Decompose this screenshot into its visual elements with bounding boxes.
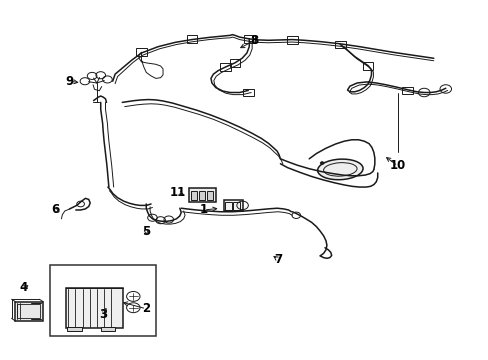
Bar xyxy=(50,265,156,336)
Text: 10: 10 xyxy=(389,159,405,172)
Bar xyxy=(189,188,216,202)
Bar xyxy=(232,202,239,210)
Bar xyxy=(401,86,412,94)
Bar xyxy=(136,48,146,56)
Text: 7: 7 xyxy=(273,253,282,266)
Bar xyxy=(207,190,212,201)
Bar xyxy=(101,327,115,331)
Bar xyxy=(243,89,253,96)
Bar xyxy=(244,35,254,43)
Text: 9: 9 xyxy=(65,75,74,88)
Bar xyxy=(229,59,240,67)
Bar xyxy=(66,288,122,328)
Text: 1: 1 xyxy=(199,203,207,216)
Bar xyxy=(224,201,242,211)
Bar xyxy=(17,304,40,318)
Bar xyxy=(225,202,232,210)
Bar xyxy=(286,36,297,44)
Ellipse shape xyxy=(317,159,362,180)
Bar xyxy=(334,41,345,48)
Text: 8: 8 xyxy=(249,34,258,47)
Circle shape xyxy=(320,162,324,165)
Text: 5: 5 xyxy=(142,225,150,238)
Text: 2: 2 xyxy=(142,302,150,315)
Text: 11: 11 xyxy=(169,186,185,199)
Bar xyxy=(16,302,43,321)
Text: 6: 6 xyxy=(51,203,59,216)
Text: 3: 3 xyxy=(99,307,107,320)
Bar xyxy=(199,190,204,201)
Bar xyxy=(220,63,230,71)
Bar xyxy=(190,190,196,201)
Bar xyxy=(362,62,373,69)
Bar xyxy=(186,35,197,43)
Bar xyxy=(67,327,81,331)
Text: 4: 4 xyxy=(20,281,28,294)
